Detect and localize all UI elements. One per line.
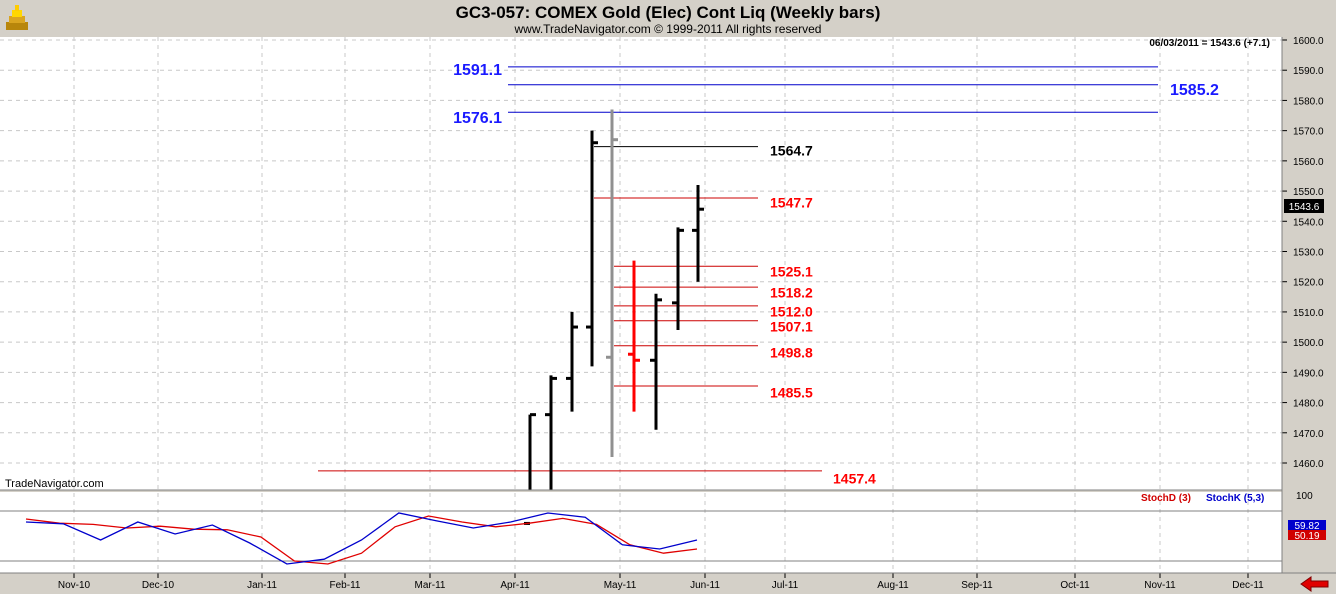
level-label: 1512.0 — [770, 304, 813, 320]
trade-navigator-logo-icon — [6, 5, 28, 30]
price-axis-label: 1570.0 — [1293, 127, 1324, 138]
stoch-panel — [0, 492, 1282, 573]
time-axis-label: Mar-11 — [415, 580, 446, 591]
price-axis-label: 1490.0 — [1293, 368, 1324, 379]
level-label: 1498.8 — [770, 345, 813, 361]
svg-text:1543.6: 1543.6 — [1289, 202, 1320, 213]
ohlc-bar — [606, 109, 618, 457]
level-label: 1485.5 — [770, 385, 813, 401]
copyright-text: www.TradeNavigator.com © 1999-2011 All r… — [514, 22, 822, 36]
chart-title: GC3-057: COMEX Gold (Elec) Cont Liq (Wee… — [455, 3, 881, 22]
scroll-left-arrow-icon[interactable] — [1300, 576, 1330, 592]
ohlc-bar — [545, 375, 557, 490]
price-axis: 1460.0 1470.0 1480.0 1490.0 1500.0 1510.0 1520… — [1282, 37, 1324, 470]
time-axis-label: Dec-11 — [1232, 580, 1264, 591]
ohlc-bar — [672, 227, 684, 331]
level-label: 1591.1 — [453, 62, 502, 79]
watermark-text: TradeNavigator.com — [5, 478, 104, 490]
price-axis-label: 1580.0 — [1293, 96, 1324, 107]
time-axis-label: Jun-11 — [690, 580, 720, 591]
time-axis-label: Oct-11 — [1060, 580, 1090, 591]
price-axis-label: 1530.0 — [1293, 248, 1324, 259]
stoch-scale-label: 100 — [1296, 491, 1313, 502]
ohlc-bar — [628, 260, 640, 412]
svg-text:50.19: 50.19 — [1294, 531, 1319, 542]
price-axis-label: 1460.0 — [1293, 459, 1324, 470]
time-axis-label: Jul-11 — [772, 580, 799, 591]
svg-text:59.82: 59.82 — [1294, 521, 1319, 532]
price-axis-label: 1600.0 — [1293, 37, 1324, 47]
level-label: 1585.2 — [1170, 82, 1219, 99]
stoch-k-legend: StochK (5,3) — [1206, 493, 1264, 504]
level-label: 1564.7 — [770, 143, 813, 159]
title-bar: GC3-057: COMEX Gold (Elec) Cont Liq (Wee… — [0, 0, 1336, 37]
time-axis-label: Nov-10 — [58, 580, 91, 591]
price-axis-label: 1550.0 — [1293, 187, 1324, 198]
stoch-k-line — [25, 512, 698, 565]
stoch-k-tag: 59.82 — [1288, 520, 1326, 532]
ohlc-bar — [586, 130, 598, 367]
last-price-tag: 1543.6 — [1284, 199, 1324, 213]
level-label: 1547.7 — [770, 195, 813, 211]
time-axis-label: Sep-11 — [961, 580, 993, 591]
time-axis-label: Feb-11 — [330, 580, 361, 591]
price-axis-label: 1540.0 — [1293, 217, 1324, 228]
stoch-lines — [0, 510, 1282, 565]
price-panel — [0, 37, 1282, 490]
price-axis-label: 1510.0 — [1293, 308, 1324, 319]
stoch-d-tag: 50.19 — [1288, 530, 1326, 542]
time-axis-label: Jan-11 — [247, 580, 277, 591]
time-axis-label: Aug-11 — [877, 580, 909, 591]
level-label: 1457.4 — [833, 471, 876, 487]
price-axis-label: 1500.0 — [1293, 338, 1324, 349]
stoch-d-line — [25, 515, 698, 565]
time-axis-label: Dec-10 — [142, 580, 175, 591]
ohlc-bar — [650, 293, 662, 430]
price-axis-label: 1470.0 — [1293, 429, 1324, 440]
level-label: 1518.2 — [770, 285, 813, 301]
time-axis-label: Apr-11 — [500, 580, 530, 591]
level-label: 1576.1 — [453, 110, 502, 127]
price-axis-label: 1560.0 — [1293, 157, 1324, 168]
chart-area[interactable]: 1460.0 1470.0 1480.0 1490.0 1500.0 1510.0 1520… — [0, 37, 1336, 594]
level-label: 1507.1 — [770, 319, 813, 335]
level-label: 1525.1 — [770, 264, 813, 280]
price-axis-label: 1520.0 — [1293, 278, 1324, 289]
ohlc-bar — [566, 311, 578, 412]
price-axis-label: 1480.0 — [1293, 399, 1324, 410]
time-axis: Nov-10 Dec-10 Jan-11 Feb-11 Mar-11 Apr-11 May-… — [58, 573, 1264, 591]
time-axis-label: Nov-11 — [1144, 580, 1176, 591]
last-quote-text: 06/03/2011 = 1543.6 (+7.1) — [1149, 38, 1270, 49]
ohlc-bars — [524, 109, 704, 525]
ohlc-bar — [692, 185, 704, 282]
stoch-d-legend: StochD (3) — [1141, 493, 1191, 504]
price-levels: 1591.1 1585.2 1576.1 1564.7 1547.7 1525.1 1518… — [318, 62, 1219, 487]
time-axis-label: May-11 — [604, 580, 637, 591]
price-axis-label: 1590.0 — [1293, 66, 1324, 77]
price-grid — [0, 37, 1282, 573]
